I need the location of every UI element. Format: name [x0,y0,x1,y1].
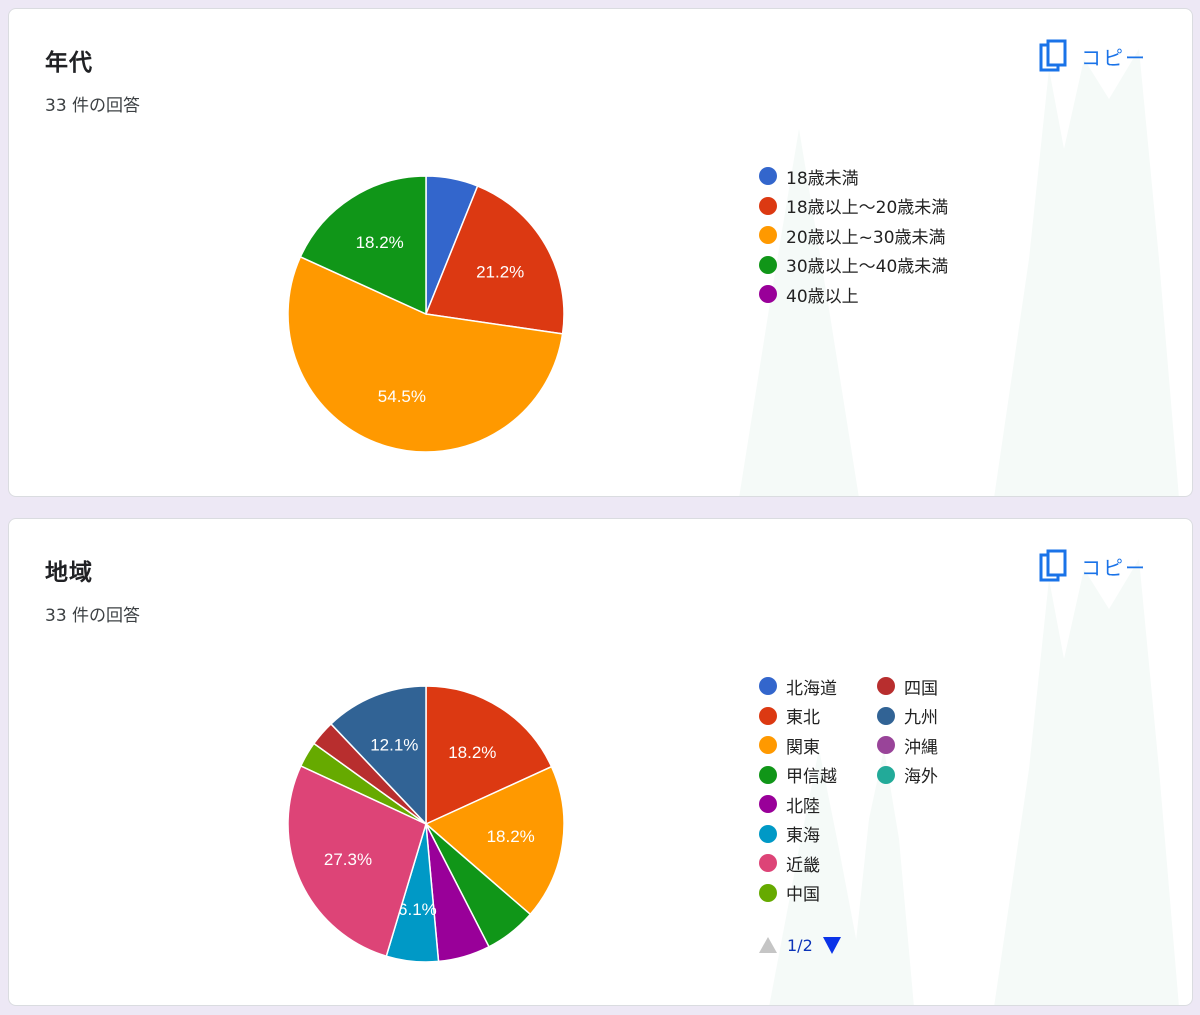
slice-percent-label: 18.2% [448,743,496,762]
legend-label: 沖縄 [904,737,938,758]
legend-item[interactable]: 中国 [759,882,820,905]
legend-label: 関東 [786,737,820,758]
copy-label: コピー [1081,45,1147,70]
legend-label: 甲信越 [786,767,837,787]
copy-button[interactable]: コピー [1039,39,1147,73]
response-count: 33 件の回答 [45,96,141,116]
legend-color-dot [759,285,777,303]
legend-item[interactable]: 沖縄 [877,734,938,758]
legend-label: 北海道 [786,678,837,699]
legend-color-dot [759,167,777,185]
legend-item[interactable]: 18歳以上〜20歳未満 [759,195,949,218]
copy-button[interactable]: コピー [1039,549,1147,583]
legend-item[interactable]: 関東 [759,734,820,758]
legend-label: 18歳未満 [786,168,859,189]
legend-color-dot [759,765,777,784]
legend-label: 近畿 [786,855,820,876]
response-count: 33 件の回答 [45,606,141,626]
pie-slice[interactable] [287,255,564,453]
slice-percent-label: 6.1% [398,900,437,919]
legend-color-dot [759,883,777,902]
region-question-card: 地域 33 件の回答 コピー 18.2% 18.2% 6.1% 27.3% 12.1% … [8,518,1193,1006]
question-title: 年代 [45,50,93,76]
slice-percent-label: 18.2% [356,233,404,252]
legend-color-dot [877,736,895,754]
pie-slice[interactable] [425,685,553,826]
legend-item[interactable]: 東北 [759,705,820,728]
legend-item[interactable]: 北海道 [759,675,837,699]
legend-label: 30歳以上〜40歳未満 [786,257,949,277]
legend-label: 40歳以上 [786,286,859,307]
slice-percent-label: 27.3% [324,850,372,869]
legend-color-dot [877,677,895,695]
pie-slice[interactable] [287,764,427,958]
legend-item[interactable]: 九州 [877,705,938,728]
legend-item[interactable]: 20歳以上~30歳未満 [759,224,946,248]
legend-label: 18歳以上〜20歳未満 [786,198,949,218]
legend-label: 東北 [786,708,820,728]
legend-label: 九州 [904,708,938,728]
legend-item[interactable]: 40歳以上 [759,283,859,307]
legend-color-dot [759,677,777,695]
legend-color-dot [877,706,895,725]
legend-color-dot [759,255,777,274]
slice-percent-label: 12.1% [370,736,418,755]
region-pie-chart: 18.2% 18.2% 6.1% 27.3% 12.1% [287,685,565,963]
legend-label: 四国 [904,678,938,699]
pie-slice[interactable] [424,765,565,916]
legend-pager: 1/2 [759,933,841,957]
legend-label: 中国 [786,885,820,905]
slice-percent-label: 18.2% [487,827,535,846]
pie-slice[interactable] [329,685,427,826]
legend-color-dot [759,196,777,215]
age-legend: 18歳未満 18歳以上〜20歳未満 20歳以上~30歳未満 30歳以上〜40歳未満 40… [759,165,1089,325]
legend-color-dot [759,226,777,244]
pie-slice[interactable] [299,175,427,316]
legend-item[interactable]: 甲信越 [759,764,837,787]
age-pie-chart: 21.2% 54.5% 18.2% [287,175,565,453]
legend-prev-icon [759,937,777,953]
legend-label: 海外 [904,767,938,787]
age-question-card: 年代 33 件の回答 コピー 21.2% 54.5% 18.2% 18歳未満 18歳以… [8,8,1193,497]
legend-page-indicator: 1/2 [787,935,813,955]
legend-color-dot [759,706,777,725]
legend-color-dot [759,854,777,872]
legend-label: 北陸 [786,796,820,817]
legend-label: 東海 [786,826,820,846]
region-legend: 北海道東北関東甲信越北陸東海近畿中国 四国九州沖縄海外 [759,675,1089,905]
copy-label: コピー [1081,555,1147,580]
copy-icon [1039,549,1067,582]
legend-color-dot [877,765,895,784]
background-decoration [769,559,1179,1005]
copy-icon [1039,39,1067,72]
pie-slice[interactable] [424,185,565,335]
legend-label: 20歳以上~30歳未満 [786,227,946,248]
slice-percent-label: 54.5% [378,387,426,406]
legend-color-dot [759,795,777,813]
background-decoration [739,49,1179,496]
legend-item[interactable]: 東海 [759,823,820,846]
legend-item[interactable]: 北陸 [759,793,820,817]
legend-item[interactable]: 30歳以上〜40歳未満 [759,254,949,277]
legend-item[interactable]: 18歳未満 [759,165,859,189]
legend-item[interactable]: 近畿 [759,852,820,876]
legend-color-dot [759,824,777,843]
legend-next-icon[interactable] [822,936,841,954]
legend-item[interactable]: 海外 [877,764,938,787]
legend-item[interactable]: 四国 [877,675,938,699]
question-title: 地域 [45,560,93,586]
slice-percent-label: 21.2% [476,262,524,281]
legend-color-dot [759,736,777,754]
